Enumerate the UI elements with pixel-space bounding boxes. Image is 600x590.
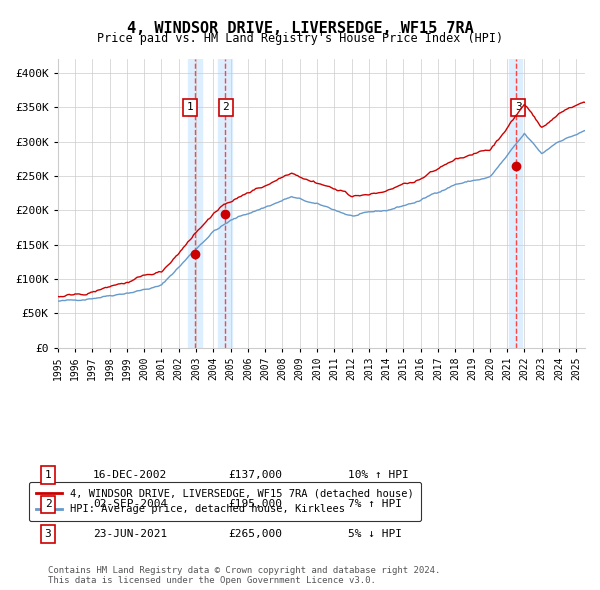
Text: This data is licensed under the Open Government Licence v3.0.: This data is licensed under the Open Gov… — [48, 576, 376, 585]
Text: 10% ↑ HPI: 10% ↑ HPI — [348, 470, 409, 480]
Text: 5% ↓ HPI: 5% ↓ HPI — [348, 529, 402, 539]
Text: 23-JUN-2021: 23-JUN-2021 — [93, 529, 167, 539]
Bar — [509, 59, 523, 348]
Text: 3: 3 — [44, 529, 52, 539]
Text: 02-SEP-2004: 02-SEP-2004 — [93, 500, 167, 509]
Text: £265,000: £265,000 — [228, 529, 282, 539]
Text: 2: 2 — [44, 500, 52, 509]
Text: £137,000: £137,000 — [228, 470, 282, 480]
Bar — [188, 59, 202, 348]
Text: £195,000: £195,000 — [228, 500, 282, 509]
Text: 1: 1 — [44, 470, 52, 480]
Text: 3: 3 — [515, 102, 521, 112]
Text: 2: 2 — [223, 102, 229, 112]
Text: Price paid vs. HM Land Registry's House Price Index (HPI): Price paid vs. HM Land Registry's House … — [97, 32, 503, 45]
Text: 1: 1 — [187, 102, 194, 112]
Text: Contains HM Land Registry data © Crown copyright and database right 2024.: Contains HM Land Registry data © Crown c… — [48, 566, 440, 575]
Text: 4, WINDSOR DRIVE, LIVERSEDGE, WF15 7RA: 4, WINDSOR DRIVE, LIVERSEDGE, WF15 7RA — [127, 21, 473, 35]
Text: 16-DEC-2002: 16-DEC-2002 — [93, 470, 167, 480]
Legend: 4, WINDSOR DRIVE, LIVERSEDGE, WF15 7RA (detached house), HPI: Average price, det: 4, WINDSOR DRIVE, LIVERSEDGE, WF15 7RA (… — [29, 481, 421, 522]
Bar — [218, 59, 232, 348]
Text: 7% ↑ HPI: 7% ↑ HPI — [348, 500, 402, 509]
